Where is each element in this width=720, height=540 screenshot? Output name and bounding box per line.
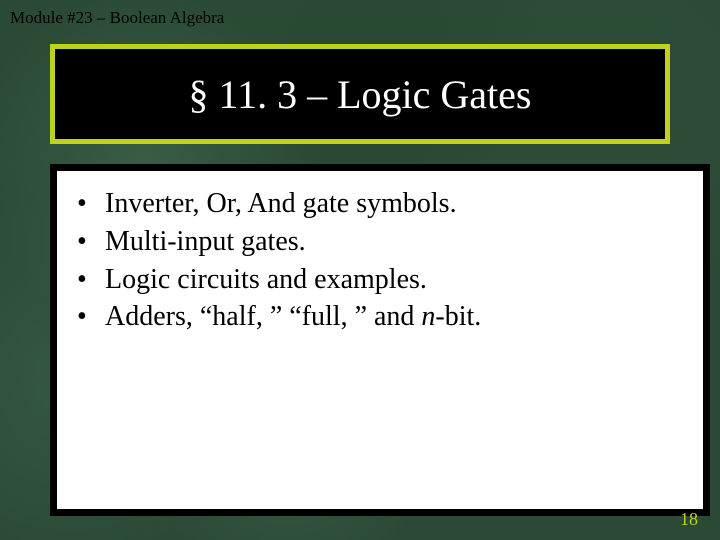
bullet-dot: • bbox=[77, 185, 105, 223]
bullet-text: Multi-input gates. bbox=[105, 223, 683, 261]
list-item: • Multi-input gates. bbox=[77, 223, 683, 261]
content-box: • Inverter, Or, And gate symbols. • Mult… bbox=[50, 164, 710, 516]
bullet-text: Logic circuits and examples. bbox=[105, 261, 683, 299]
bullet-dot: • bbox=[77, 298, 105, 336]
title-box: § 11. 3 – Logic Gates bbox=[50, 44, 670, 144]
page-number: 18 bbox=[680, 509, 698, 530]
bullet-text: Adders, “half, ” “full, ” and n-bit. bbox=[105, 298, 683, 336]
bullet-text: Inverter, Or, And gate symbols. bbox=[105, 185, 683, 223]
bullet-list: • Inverter, Or, And gate symbols. • Mult… bbox=[77, 185, 683, 336]
slide-title: § 11. 3 – Logic Gates bbox=[189, 71, 532, 118]
list-item: • Adders, “half, ” “full, ” and n-bit. bbox=[77, 298, 683, 336]
list-item: • Inverter, Or, And gate symbols. bbox=[77, 185, 683, 223]
bullet-dot: • bbox=[77, 261, 105, 299]
bullet-dot: • bbox=[77, 223, 105, 261]
list-item: • Logic circuits and examples. bbox=[77, 261, 683, 299]
module-header: Module #23 – Boolean Algebra bbox=[10, 8, 224, 28]
